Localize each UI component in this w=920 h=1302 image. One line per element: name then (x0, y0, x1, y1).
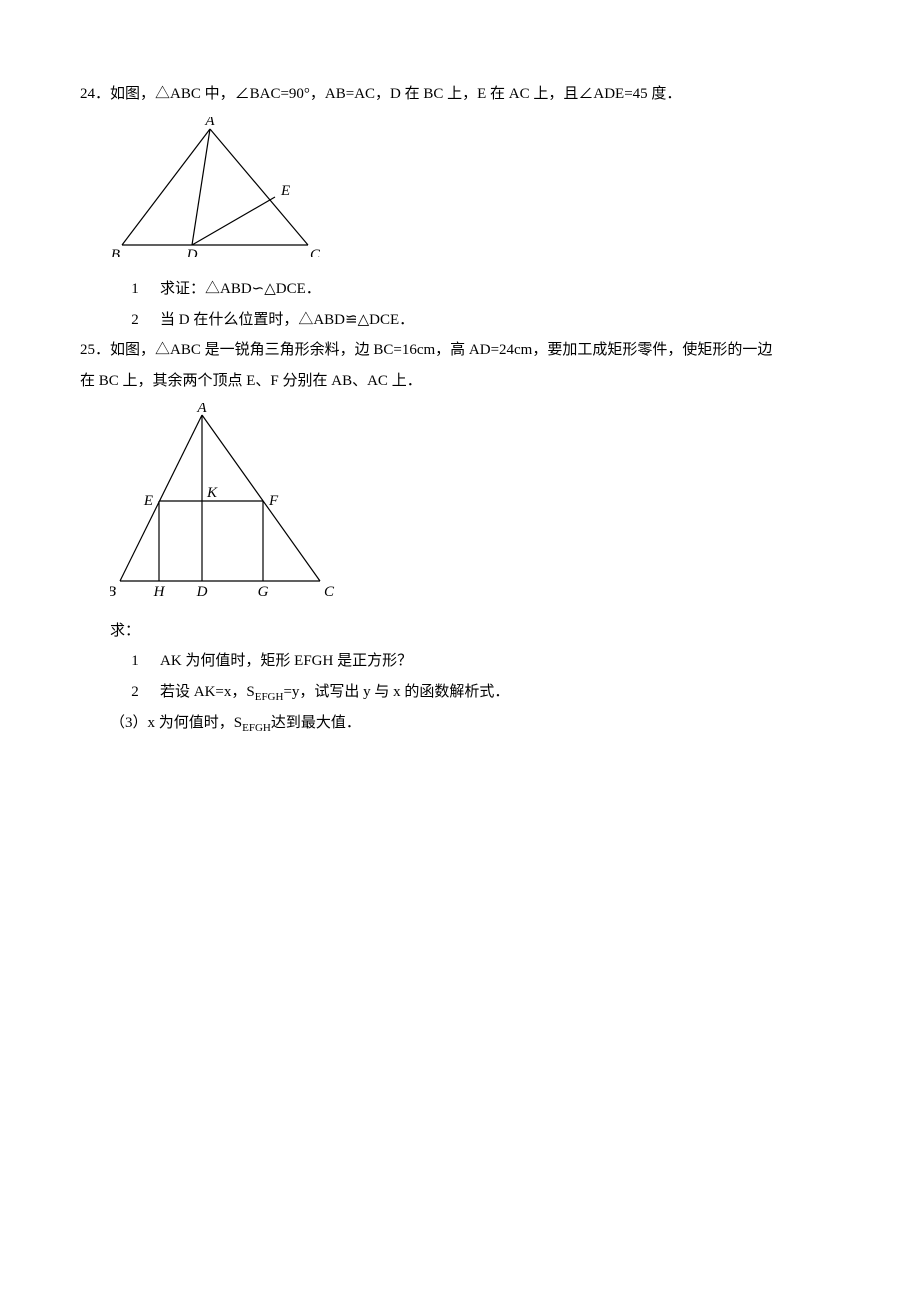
p25-qiu: 求： (80, 617, 840, 646)
svg-text:G: G (258, 584, 269, 598)
svg-text:E: E (143, 493, 153, 509)
p24-number: 24． (80, 86, 110, 102)
p24-sub2: 2当 D 在什么位置时，△ABD≌△DCE． (80, 306, 840, 335)
svg-text:C: C (324, 584, 335, 598)
p25-sub1-text: AK 为何值时，矩形 EFGH 是正方形？ (160, 653, 412, 669)
p25-stem-line2: 在 BC 上，其余两个顶点 E、F 分别在 AB、AC 上． (80, 367, 840, 396)
p25-sub3-b: 达到最大值． (271, 715, 361, 731)
p25-sub2-num: 2 (110, 678, 160, 707)
p24-svg: A B C D E (110, 117, 320, 257)
p25-sub1: 1AK 为何值时，矩形 EFGH 是正方形？ (80, 647, 840, 676)
svg-text:C: C (310, 247, 320, 257)
p24-sub1-text: 求证：△ABD∽△DCE． (160, 281, 321, 297)
svg-text:D: D (186, 247, 198, 257)
p25-stem-text: 如图，△ABC 是一锐角三角形余料，边 BC=16cm，高 AD=24cm，要加… (110, 342, 772, 358)
p24-stem: 24．如图，△ABC 中，∠BAC=90°，AB=AC，D 在 BC 上，E 在… (80, 80, 840, 109)
svg-text:B: B (111, 247, 120, 257)
p25-number: 25． (80, 342, 110, 358)
p25-sub1-num: 1 (110, 647, 160, 676)
p25-stem-line1: 25．如图，△ABC 是一锐角三角形余料，边 BC=16cm，高 AD=24cm… (80, 336, 840, 365)
svg-text:D: D (196, 584, 208, 598)
p25-figure: A B C D E F K H G (110, 403, 840, 609)
p25-sub2-a: 若设 AK=x，S (160, 684, 255, 700)
svg-text:A: A (196, 403, 207, 416)
svg-text:B: B (110, 584, 116, 598)
p24-sub2-text: 当 D 在什么位置时，△ABD≌△DCE． (160, 312, 414, 328)
p25-qiu-text: 求： (110, 623, 140, 639)
p25-sub2: 2若设 AK=x，SEFGH=y，试写出 y 与 x 的函数解析式． (80, 678, 840, 708)
svg-text:A: A (204, 117, 215, 129)
p25-sub2-sub: EFGH (255, 691, 284, 703)
p24-stem-text: 如图，△ABC 中，∠BAC=90°，AB=AC，D 在 BC 上，E 在 AC… (110, 86, 681, 102)
svg-text:F: F (268, 493, 279, 509)
p25-svg: A B C D E F K H G (110, 403, 340, 598)
p25-stem2-text: 在 BC 上，其余两个顶点 E、F 分别在 AB、AC 上． (80, 373, 422, 389)
p24-sub2-num: 2 (110, 306, 160, 335)
p24-figure: A B C D E (110, 117, 840, 268)
svg-text:K: K (206, 485, 218, 501)
svg-text:H: H (153, 584, 166, 598)
p25-sub3-num: （3） (110, 715, 148, 731)
p25-sub3: （3）x 为何值时，SEFGH达到最大值． (80, 709, 840, 739)
p25-sub2-b: =y，试写出 y 与 x 的函数解析式． (283, 684, 509, 700)
p25-sub3-a: x 为何值时，S (148, 715, 243, 731)
p24-sub1-num: 1 (110, 275, 160, 304)
svg-text:E: E (280, 183, 290, 199)
p24-sub1: 1求证：△ABD∽△DCE． (80, 275, 840, 304)
p25-sub3-sub: EFGH (242, 722, 271, 734)
